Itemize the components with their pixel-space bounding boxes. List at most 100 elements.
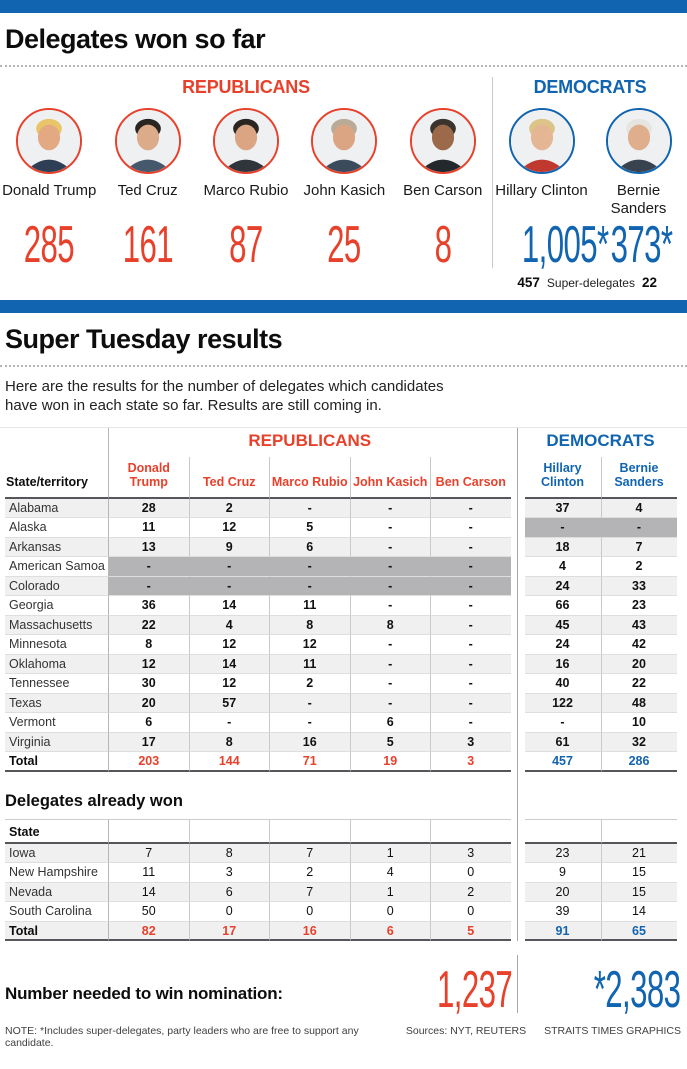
dem-value-cell: 23 (600, 596, 677, 616)
dem-value-cell: 32 (600, 732, 677, 753)
table-row: Texas 20 57- - -122 48 (5, 693, 682, 714)
gop-value-cell: 0 (349, 902, 430, 922)
gop-value-cell: - (188, 557, 269, 577)
dem-value-cell: 23 (524, 843, 601, 864)
candidate: Ben Carson 8 (394, 108, 491, 271)
gop-column-header: Donald Trump (108, 457, 189, 499)
gop-value-cell: - (430, 498, 511, 519)
state-cell: Massachusetts (5, 615, 108, 636)
gop-value-cell: - (269, 557, 350, 577)
dem-value-cell: 20 (600, 654, 677, 675)
nomination-right: *2,383 (517, 955, 687, 1016)
dem-value-cell: 15 (600, 863, 677, 883)
gop-value-cell: 17 (188, 921, 269, 942)
gop-value-cell: 8 (108, 635, 189, 655)
super-tuesday-title: Super Tuesday results (5, 324, 283, 354)
gop-value-cell: 19 (349, 752, 430, 772)
gop-value-cell: 7 (269, 843, 350, 864)
state-cell: Tennessee (5, 674, 108, 694)
gop-value-cell: 12 (188, 674, 269, 694)
dem-value-cell: 4 (600, 498, 677, 519)
empty-column-header (108, 818, 189, 844)
dem-value-cell: - (524, 518, 601, 538)
already-won-title: Delegates already won (5, 791, 183, 810)
dem-value-cell: 66 (524, 596, 601, 616)
gop-value-cell: 2 (269, 674, 350, 694)
gop-value-cell: 11 (108, 863, 189, 883)
gop-value-cell: 4 (349, 863, 430, 883)
dem-value-cell: 24 (524, 635, 601, 655)
gop-value-cell: 144 (188, 752, 269, 772)
gop-value-cell: 2 (430, 882, 511, 903)
sanders-superdelegates: 22 (641, 275, 657, 290)
gop-value-cell: 17 (108, 732, 189, 753)
dem-cells-block: 39 14 (524, 902, 677, 922)
delegate-count: 1,005* (521, 216, 609, 274)
democrats-section: DEMOCRATS Hillary Clinton 1,005* Bernie … (492, 77, 687, 274)
dem-cells-block: 45 43 (524, 615, 677, 636)
dem-value-cell: 9 (524, 863, 601, 883)
superdelegates-line: 457 Super-delegates 22 (0, 268, 687, 300)
dem-cells-block (524, 818, 677, 844)
table-total-row: Total 203 144 71 19 3 457 286 (5, 752, 682, 772)
state-cell: Total (5, 921, 108, 942)
gop-value-cell: 6 (269, 537, 350, 558)
state-cell: Virginia (5, 732, 108, 753)
table-row: Nevada 14 6 7 1 2 20 15 (5, 882, 682, 903)
table-row: American Samoa - - - - -4 2 (5, 557, 682, 577)
delegate-count: 25 (327, 216, 362, 274)
state-cell: American Samoa (5, 557, 108, 577)
gop-value-cell: - (430, 635, 511, 655)
gop-value-cell: 0 (188, 902, 269, 922)
person-icon (18, 110, 81, 172)
candidate-name: Ben Carson (403, 182, 483, 199)
gop-value-cell: - (269, 498, 350, 519)
gop-value-cell: 71 (269, 752, 350, 772)
gop-value-cell: 6 (349, 921, 430, 942)
person-icon (607, 110, 670, 172)
state-cell: Iowa (5, 843, 108, 864)
dem-cells-block: 24 42 (524, 635, 677, 655)
gop-column-header: John Kasich (349, 457, 430, 499)
gop-value-cell: - (108, 557, 189, 577)
dem-cells-block: 122 48 (524, 693, 677, 714)
empty-column-header (188, 818, 269, 844)
gop-value-cell: - (269, 693, 350, 714)
democrats-label: DEMOCRATS (533, 77, 647, 97)
candidate-name: John Kasich (303, 182, 386, 199)
empty-column-header (524, 818, 601, 844)
gop-value-cell: 11 (269, 654, 350, 675)
gop-value-cell: 203 (108, 752, 189, 772)
gop-value-cell: - (430, 537, 511, 558)
gop-value-cell: 8 (349, 615, 430, 636)
candidate-name: Bernie Sanders (610, 182, 667, 217)
table-row: Iowa 7 8 7 1 3 23 21 (5, 843, 682, 864)
gop-value-cell: - (269, 576, 350, 597)
gop-value-cell: - (430, 596, 511, 616)
already-won-table-body: Iowa 7 8 7 1 3 23 21 New Hampshire 11 3 2 4 0 9 15 Nevad… (5, 843, 682, 942)
dem-value-cell: 2 (600, 557, 677, 577)
credit: STRAITS TIMES GRAPHICS (544, 1025, 681, 1038)
table-row: Massachusetts 22 4 8 8-45 43 (5, 615, 682, 636)
dem-column-header: Bernie Sanders (600, 457, 677, 499)
table-column-header-row: State/territory Donald Trump Ted Cruz Marco… (5, 457, 682, 499)
state-cell: Alabama (5, 498, 108, 519)
table-row: Alaska 11 12 5- - - - (5, 518, 682, 538)
gop-column-header: Marco Rubio (269, 457, 350, 499)
candidate-name: Hillary Clinton (495, 182, 588, 199)
gop-value-cell: 1 (349, 882, 430, 903)
gop-value-cell: - (430, 693, 511, 714)
spacer (5, 428, 108, 457)
candidate-name: Donald Trump (2, 182, 97, 199)
gop-value-cell: - (349, 557, 430, 577)
candidate: Marco Rubio 87 (197, 108, 294, 271)
dem-value-cell: 40 (524, 674, 601, 694)
gop-value-cell: 14 (188, 654, 269, 675)
gop-value-cell: 11 (269, 596, 350, 616)
dem-value-cell: 16 (524, 654, 601, 675)
dem-value-cell: 286 (600, 752, 677, 772)
gop-value-cell: - (349, 693, 430, 714)
person-icon (116, 110, 179, 172)
gop-value-cell: 12 (188, 635, 269, 655)
